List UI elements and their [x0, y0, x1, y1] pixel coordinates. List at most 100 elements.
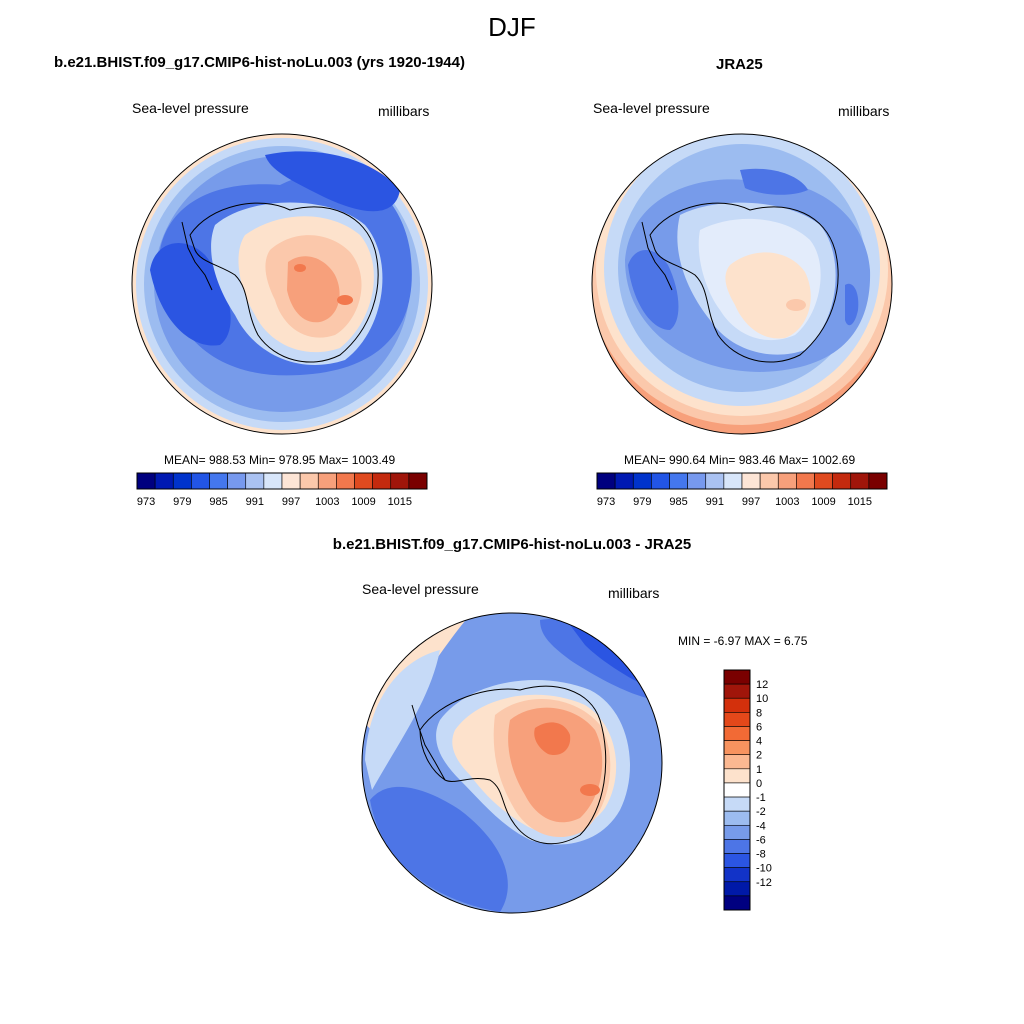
obs-variable-label: Sea-level pressure: [593, 100, 710, 116]
model-stats: MEAN= 988.53 Min= 978.95 Max= 1003.49: [164, 453, 396, 467]
difference-colorbar-box: [723, 754, 751, 770]
model-colorbar-box: [317, 472, 337, 490]
model-colorbar-box: [191, 472, 210, 490]
obs-colorbar-box: [814, 472, 833, 490]
difference-colorbar-box: [723, 796, 751, 812]
model-colorbar-tick-label: 979: [173, 496, 191, 508]
obs-colorbar-tick-label: 991: [706, 496, 724, 508]
model-colorbar-tick-label: 991: [246, 496, 264, 508]
difference-colorbar-box: [723, 782, 751, 798]
model-colorbar-box: [408, 472, 428, 490]
difference-colorbar-box: [723, 810, 751, 826]
diff-units-label: millibars: [608, 585, 660, 601]
model-colorbar-tick-label: 973: [137, 496, 155, 508]
obs-stats: MEAN= 990.64 Min= 983.46 Max= 1002.69: [624, 453, 856, 467]
difference-colorbar-box: [723, 712, 751, 727]
obs-colorbar-tick-label: 997: [742, 496, 760, 508]
obs-colorbar-box: [687, 472, 707, 490]
difference-colorbar-tick-label: 8: [756, 707, 762, 719]
difference-colorbar-box: [723, 839, 751, 854]
difference-colorbar-tick-label: -4: [756, 820, 766, 832]
difference-colorbar-tick-label: 0: [756, 778, 762, 790]
difference-colorbar-tick-label: -10: [756, 863, 772, 875]
obs-units-label: millibars: [838, 103, 890, 119]
model-colorbar-box: [281, 472, 301, 490]
obs-sea-level-pressure-map: [592, 134, 892, 434]
obs-colorbar-box: [868, 472, 888, 490]
difference-colorbar-box: [723, 740, 751, 756]
model-colorbar-box: [227, 472, 247, 490]
difference-colorbar-tick-label: -8: [756, 849, 766, 861]
difference-colorbar-tick-label: -6: [756, 834, 766, 846]
difference-colorbar-box: [723, 881, 751, 897]
model-colorbar-box: [154, 472, 174, 490]
obs-colorbar-tick-label: 973: [597, 496, 615, 508]
difference-colorbar-tick-label: -1: [756, 792, 766, 804]
obs-colorbar-frame: [596, 472, 888, 490]
obs-colorbar-box: [796, 472, 815, 490]
obs-colorbar-box: [705, 472, 725, 490]
difference-colorbar-tick-label: -12: [756, 877, 772, 889]
figure-title: DJF: [488, 12, 536, 42]
model-colorbar-box: [336, 472, 355, 490]
obs-colorbar-box: [651, 472, 670, 490]
obs-colorbar-tick-label: 985: [669, 496, 687, 508]
difference-colorbar-tick-label: 6: [756, 721, 762, 733]
obs-colorbar-box: [850, 472, 870, 490]
difference-colorbar-box: [723, 824, 751, 840]
difference-colorbar-tick-label: 1: [756, 764, 762, 776]
obs-colorbar-tick-label: 1015: [848, 496, 872, 508]
obs-colorbar-tick-label: 979: [633, 496, 651, 508]
model-sea-level-pressure-map: [132, 134, 432, 434]
obs-panel-title: JRA25: [716, 56, 763, 73]
obs-colorbar-box: [832, 472, 852, 490]
model-colorbar-tick-label: 997: [282, 496, 300, 508]
obs-colorbar-box: [777, 472, 797, 490]
model-colorbar: 973 979 985 991 997 1003 1009 1015: [136, 472, 428, 508]
model-colorbar-tick-label: 1003: [315, 496, 339, 508]
model-colorbar-box: [245, 472, 265, 490]
difference-colorbar-tick-label: 10: [756, 693, 768, 705]
difference-colorbar-box: [723, 895, 751, 911]
model-panel-title: b.e21.BHIST.f09_g17.CMIP6-hist-noLu.003 …: [54, 54, 465, 71]
obs-colorbar-tick-label: 1003: [775, 496, 799, 508]
difference-colorbar-box: [723, 726, 751, 741]
difference-colorbar-tick-label: 4: [756, 736, 762, 748]
difference-colorbar-tick-label: -2: [756, 806, 766, 818]
model-units-label: millibars: [378, 103, 430, 119]
obs-colorbar-box: [669, 472, 688, 490]
diff-variable-label: Sea-level pressure: [362, 581, 479, 597]
difference-colorbar-box: [723, 683, 751, 699]
obs-colorbar-box: [759, 472, 779, 490]
model-colorbar-tick-label: 985: [209, 496, 227, 508]
difference-colorbar-frame: [723, 669, 751, 911]
model-colorbar-box: [263, 472, 283, 490]
model-colorbar-box: [372, 472, 392, 490]
difference-sea-level-pressure-map: [362, 613, 662, 913]
model-colorbar-box: [172, 472, 192, 490]
difference-colorbar-box: [723, 853, 751, 868]
diff-panel-title: b.e21.BHIST.f09_g17.CMIP6-hist-noLu.003 …: [332, 536, 692, 553]
diff-stats: MIN = -6.97 MAX = 6.75: [678, 634, 808, 648]
difference-colorbar-tick-label: 12: [756, 679, 768, 691]
difference-colorbar-tick-label: 2: [756, 750, 762, 762]
difference-colorbar-box: [723, 768, 751, 784]
obs-colorbar-box: [741, 472, 761, 490]
model-colorbar-box: [354, 472, 373, 490]
difference-colorbar-box: [723, 669, 751, 685]
model-colorbar-frame: [136, 472, 428, 490]
obs-colorbar-box: [723, 472, 743, 490]
model-colorbar-box: [209, 472, 228, 490]
model-colorbar-box: [299, 472, 319, 490]
obs-colorbar-box: [614, 472, 634, 490]
obs-colorbar-box: [632, 472, 652, 490]
obs-colorbar-tick-label: 1009: [811, 496, 835, 508]
difference-colorbar-box: [723, 867, 751, 883]
obs-colorbar-box: [596, 472, 616, 490]
model-colorbar-box: [390, 472, 410, 490]
difference-colorbar-box: [723, 697, 751, 713]
obs-colorbar: 973 979 985 991 997 1003 1009 1015: [596, 472, 888, 508]
model-colorbar-tick-label: 1009: [351, 496, 375, 508]
